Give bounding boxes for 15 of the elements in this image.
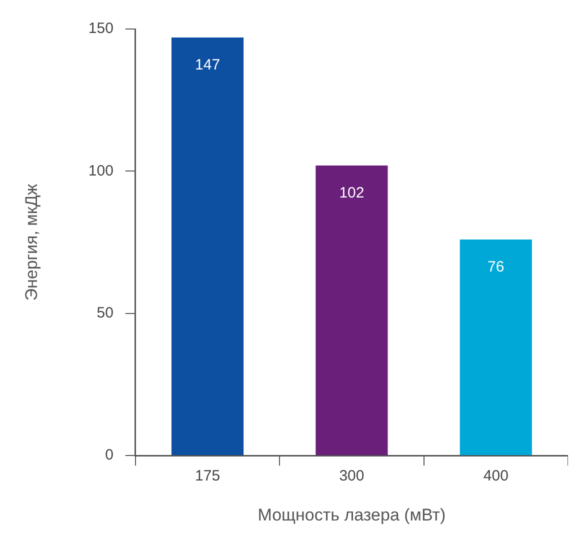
y-axis-title: Энергия, мкДж [22,183,41,301]
y-tick-label: 100 [88,162,114,180]
x-tick-label: 400 [483,468,508,485]
y-tick-label: 0 [105,446,114,464]
data-label: 147 [195,56,220,74]
bar [171,38,244,456]
x-axis-title: Мощность лазера (мВт) [258,505,446,524]
data-label: 102 [339,184,364,202]
y-tick-label: 50 [96,304,114,322]
bar [316,166,388,456]
x-tick-label: 300 [339,468,364,485]
data-label: 76 [488,258,504,276]
y-tick-label: 150 [88,20,114,38]
bar [460,239,532,456]
x-tick-label: 175 [195,468,220,485]
